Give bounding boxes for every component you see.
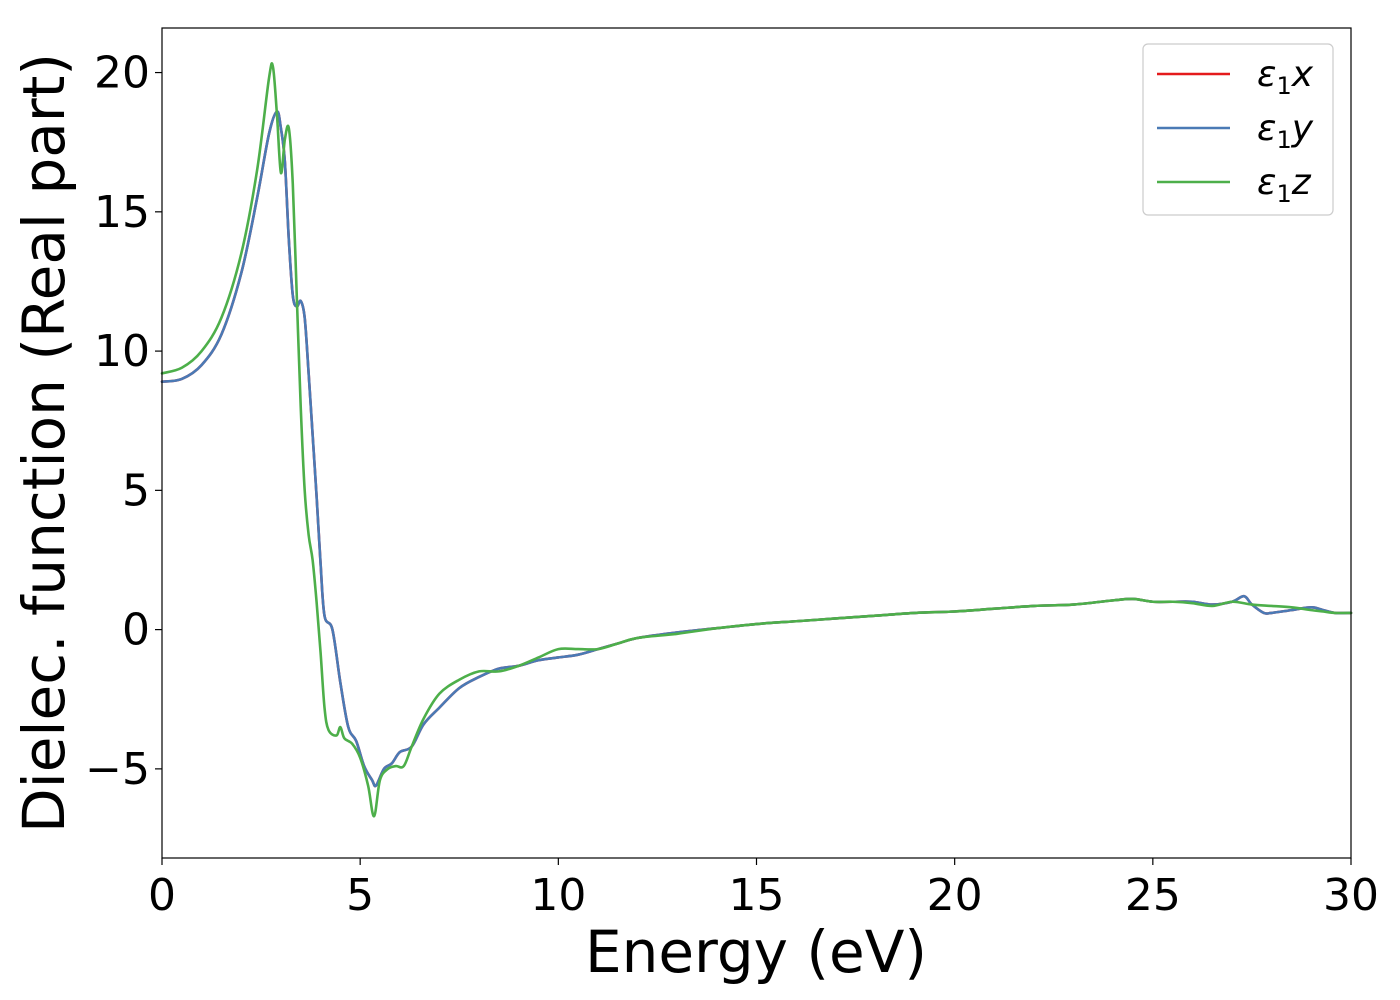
y-tick-label: 15 xyxy=(94,187,150,238)
legend-label-z: ε1z xyxy=(1257,162,1312,208)
x-tick-label: 10 xyxy=(530,870,586,921)
x-tick-label: 15 xyxy=(729,870,785,921)
y-tick-label: 0 xyxy=(122,605,150,656)
legend-label-x: ε1x xyxy=(1257,54,1314,100)
legend-entries: ε1x ε1y ε1z xyxy=(1157,54,1314,208)
series-layer xyxy=(160,62,1353,818)
x-axis-title: Energy (eV) xyxy=(585,918,927,986)
legend: ε1x ε1y ε1z xyxy=(1142,43,1334,216)
series-line-z xyxy=(160,62,1353,818)
x-tick-label: 25 xyxy=(1125,870,1181,921)
y-tick-label: 20 xyxy=(94,48,150,99)
y-tick-label: −5 xyxy=(85,744,150,795)
legend-label-y: ε1y xyxy=(1257,108,1314,154)
legend-box xyxy=(1142,43,1334,216)
x-tick-label: 0 xyxy=(148,870,176,921)
x-axis-ticks: 0 5 10 15 20 25 30 xyxy=(148,858,1379,921)
y-axis-title: Dielec. function (Real part) xyxy=(10,53,78,833)
x-tick-label: 20 xyxy=(927,870,983,921)
x-tick-label: 5 xyxy=(346,870,374,921)
y-tick-label: 5 xyxy=(122,465,150,516)
y-axis-ticks: −5 0 5 10 15 20 xyxy=(85,48,162,795)
y-tick-label: 10 xyxy=(94,326,150,377)
x-tick-label: 30 xyxy=(1323,870,1379,921)
